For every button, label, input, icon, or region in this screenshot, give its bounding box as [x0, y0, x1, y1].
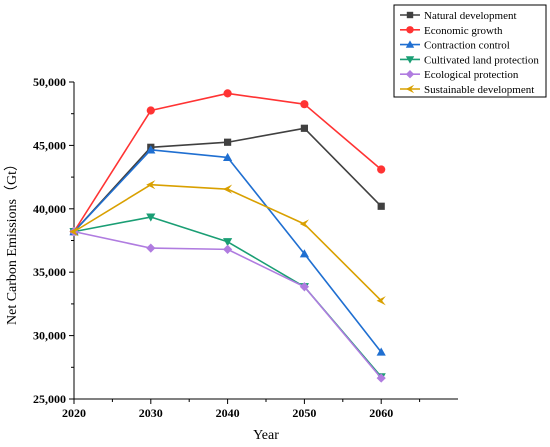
legend-label: Ecological protection — [424, 69, 519, 81]
y-tick-label: 40,000 — [33, 202, 66, 216]
data-point-circle — [223, 89, 232, 98]
legend-item: Sustainable development — [400, 84, 534, 96]
series — [69, 227, 386, 383]
axes — [73, 82, 458, 400]
legend-item: Ecological protection — [400, 69, 519, 81]
data-point-square — [224, 138, 232, 146]
legend-item: Contraction control — [400, 40, 510, 52]
data-point-diamond — [223, 244, 233, 254]
data-point-triangle-up — [376, 347, 386, 356]
data-point-square — [300, 124, 308, 132]
data-point-chevron-left — [223, 184, 233, 194]
x-axis-title: Year — [253, 428, 279, 443]
legend-label: Cultivated land protection — [424, 54, 539, 66]
y-axis-title: Net Carbon Emissions（Gt） — [4, 157, 20, 325]
data-point-square — [377, 202, 385, 210]
data-point-triangle-down — [146, 213, 156, 222]
data-point-triangle-up — [299, 249, 309, 258]
data-point-circle — [406, 26, 414, 34]
data-point-triangle-up — [405, 40, 415, 48]
legend-item: Natural development — [400, 10, 517, 22]
data-point-diamond — [146, 243, 156, 253]
data-point-diamond — [299, 282, 309, 292]
series — [70, 124, 385, 236]
legend-label: Economic growth — [424, 25, 503, 37]
data-point-triangle-down — [223, 238, 233, 247]
legend-label: Sustainable development — [424, 84, 534, 96]
data-point-triangle-down — [405, 56, 415, 64]
data-point-circle — [300, 100, 309, 109]
legend: Natural development Economic growth Contra… — [393, 4, 547, 98]
data-point-chevron-left — [376, 296, 386, 306]
series-line — [73, 92, 382, 233]
x-tick-label: 2030 — [139, 406, 163, 420]
data-point-triangle-up — [223, 152, 233, 162]
legend-item: Cultivated land protection — [400, 54, 539, 66]
data-point-chevron-left — [299, 219, 309, 229]
legend-box — [393, 4, 547, 98]
x-tick-label: 2040 — [216, 406, 240, 420]
data-point-diamond — [376, 373, 386, 383]
data-point-diamond — [405, 70, 415, 79]
data-point-chevron-left — [405, 84, 415, 94]
axis-ticks: 25,000 30,000 35,000 40,000 45,000 50,000 2020… — [33, 75, 421, 420]
data-point-chevron-left — [69, 227, 79, 237]
x-tick-label: 2060 — [369, 406, 393, 420]
legend-label: Contraction control — [424, 40, 510, 52]
legend-item: Economic growth — [400, 25, 503, 37]
x-tick-label: 2050 — [292, 406, 316, 420]
y-tick-label: 45,000 — [33, 138, 66, 152]
y-tick-label: 50,000 — [33, 75, 66, 89]
data-point-triangle-up — [146, 145, 156, 154]
data-point-circle — [377, 165, 386, 174]
data-point-circle — [146, 106, 155, 115]
y-tick-label: 30,000 — [33, 329, 66, 343]
data-point-square — [406, 11, 414, 19]
series-group — [69, 89, 386, 383]
y-tick-label: 35,000 — [33, 265, 66, 279]
series — [69, 180, 386, 306]
legend-label: Natural development — [424, 10, 517, 22]
data-point-chevron-left — [146, 180, 156, 190]
y-tick-label: 25,000 — [33, 392, 66, 406]
x-tick-label: 2020 — [62, 406, 86, 420]
